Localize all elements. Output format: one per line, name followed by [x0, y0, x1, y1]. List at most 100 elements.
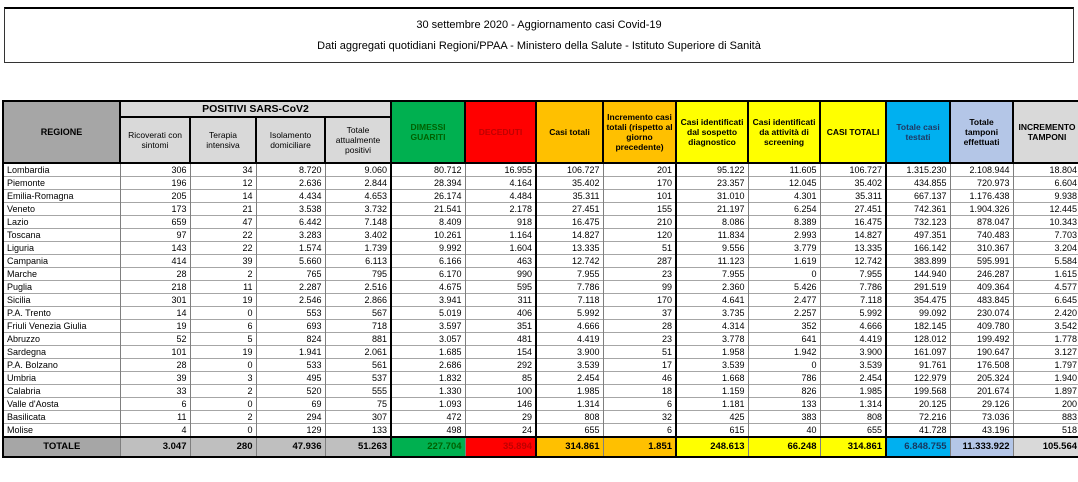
value-cell: 128.012 [885, 332, 951, 346]
value-cell: 2.993 [747, 228, 821, 242]
value-cell: 3.597 [390, 319, 466, 333]
value-cell: 40 [747, 423, 821, 438]
value-cell: 1.904.326 [949, 202, 1014, 216]
value-cell: 3.900 [535, 345, 604, 359]
value-cell: 69 [255, 397, 325, 411]
value-cell: 11.123 [675, 254, 749, 268]
value-cell: 101 [602, 189, 677, 203]
value-cell: 406 [464, 306, 537, 320]
value-cell: 23.357 [675, 176, 749, 190]
value-cell: 200 [1012, 397, 1078, 411]
value-cell: 176.508 [949, 358, 1014, 372]
value-cell: 8.409 [390, 215, 466, 229]
value-cell: 12 [189, 176, 256, 190]
value-cell: 1.176.438 [949, 189, 1014, 203]
value-cell: 9.556 [675, 241, 749, 255]
value-cell: 0 [189, 358, 256, 372]
value-cell: 161.097 [885, 345, 951, 359]
value-cell: 742.361 [885, 202, 951, 216]
value-cell: 13.335 [535, 241, 604, 255]
value-cell: 740.483 [949, 228, 1014, 242]
value-cell: 655 [819, 423, 887, 438]
value-cell: 1.093 [390, 397, 466, 411]
value-cell: 28 [602, 319, 677, 333]
value-cell: 1.778 [1012, 332, 1078, 346]
value-cell: 52 [119, 332, 190, 346]
value-cell: 765 [255, 267, 325, 281]
value-cell: 483.845 [949, 293, 1014, 307]
value-cell: 6.170 [390, 267, 466, 281]
region-name-cell: Veneto [3, 202, 120, 216]
value-cell: 4.653 [324, 189, 392, 203]
region-name-cell: P.A. Bolzano [3, 358, 120, 372]
value-cell: 11 [189, 280, 256, 294]
value-cell: 2.108.944 [949, 162, 1014, 177]
value-cell: 182.145 [885, 319, 951, 333]
value-cell: 99 [602, 280, 677, 294]
value-cell: 3.539 [819, 358, 887, 372]
table-row: Campania 414 39 5.660 6.113 6.166 463 12.742 287… [3, 254, 1078, 268]
table-row: Marche 28 2 765 795 6.170 990 7.955 23 7.955 0 7.95… [3, 267, 1078, 281]
report-header: 30 settembre 2020 - Aggiornamento casi C… [4, 7, 1074, 63]
value-cell: 1.851 [602, 436, 677, 458]
value-cell: 3 [189, 371, 256, 385]
value-cell: 1.604 [464, 241, 537, 255]
value-cell: 133 [324, 423, 392, 438]
value-cell: 106.727 [819, 162, 887, 177]
value-cell: 19 [189, 293, 256, 307]
value-cell: 51 [602, 345, 677, 359]
value-cell: 409.780 [949, 319, 1014, 333]
value-cell: 28 [119, 358, 190, 372]
value-cell: 105.564 [1012, 436, 1078, 458]
value-cell: 23 [602, 332, 677, 346]
value-cell: 24 [464, 423, 537, 438]
value-cell: 1.942 [747, 345, 821, 359]
value-cell: 306 [119, 162, 190, 177]
region-name-cell: Friuli Venezia Giulia [3, 319, 120, 333]
col-header-totale-tamponi: Totale tamponi effettuati [949, 99, 1015, 165]
region-name-cell: P.A. Trento [3, 306, 120, 320]
value-cell: 14 [119, 306, 190, 320]
value-cell: 567 [324, 306, 392, 320]
table-row: Basilicata 11 2 294 307 472 29 808 32 425 383 808 72… [3, 410, 1078, 424]
value-cell: 6 [119, 397, 190, 411]
value-cell: 1.164 [464, 228, 537, 242]
col-header-incremento-casi: Incremento casi totali (rispetto al gior… [602, 99, 678, 165]
value-cell: 1.314 [535, 397, 604, 411]
value-cell: 2.546 [255, 293, 325, 307]
value-cell: 218 [119, 280, 190, 294]
value-cell: 6.254 [747, 202, 821, 216]
value-cell: 555 [324, 384, 392, 398]
value-cell: 1.615 [1012, 267, 1078, 281]
value-cell: 21.197 [675, 202, 749, 216]
value-cell: 31.010 [675, 189, 749, 203]
value-cell: 2.516 [324, 280, 392, 294]
value-cell: 5.019 [390, 306, 466, 320]
value-cell: 2.844 [324, 176, 392, 190]
value-cell: 16.475 [535, 215, 604, 229]
value-cell: 2.360 [675, 280, 749, 294]
value-cell: 2.420 [1012, 306, 1078, 320]
col-header-casi-screening: Casi identificati da attività di screeni… [747, 99, 822, 165]
table-row: Sardegna 101 19 1.941 2.061 1.685 154 3.900 51 1.… [3, 345, 1078, 359]
table-row: Veneto 173 21 3.538 3.732 21.541 2.178 27.451 15… [3, 202, 1078, 216]
value-cell: 2 [189, 267, 256, 281]
value-cell: 311 [464, 293, 537, 307]
value-cell: 99.092 [885, 306, 951, 320]
col-header-casi-totali-caps: CASI TOTALI [819, 99, 888, 165]
col-header-isolamento-domiciliare: Isolamento domiciliare [255, 116, 326, 165]
value-cell: 12.045 [747, 176, 821, 190]
value-cell: 1.958 [675, 345, 749, 359]
region-name-cell: Marche [3, 267, 120, 281]
value-cell: 4.484 [464, 189, 537, 203]
value-cell: 537 [324, 371, 392, 385]
region-name-cell: Basilicata [3, 410, 120, 424]
value-cell: 33 [119, 384, 190, 398]
value-cell: 47 [189, 215, 256, 229]
value-cell: 3.538 [255, 202, 325, 216]
value-cell: 808 [819, 410, 887, 424]
value-cell: 51 [602, 241, 677, 255]
value-cell: 4.301 [747, 189, 821, 203]
value-cell: 100 [464, 384, 537, 398]
value-cell: 21 [189, 202, 256, 216]
